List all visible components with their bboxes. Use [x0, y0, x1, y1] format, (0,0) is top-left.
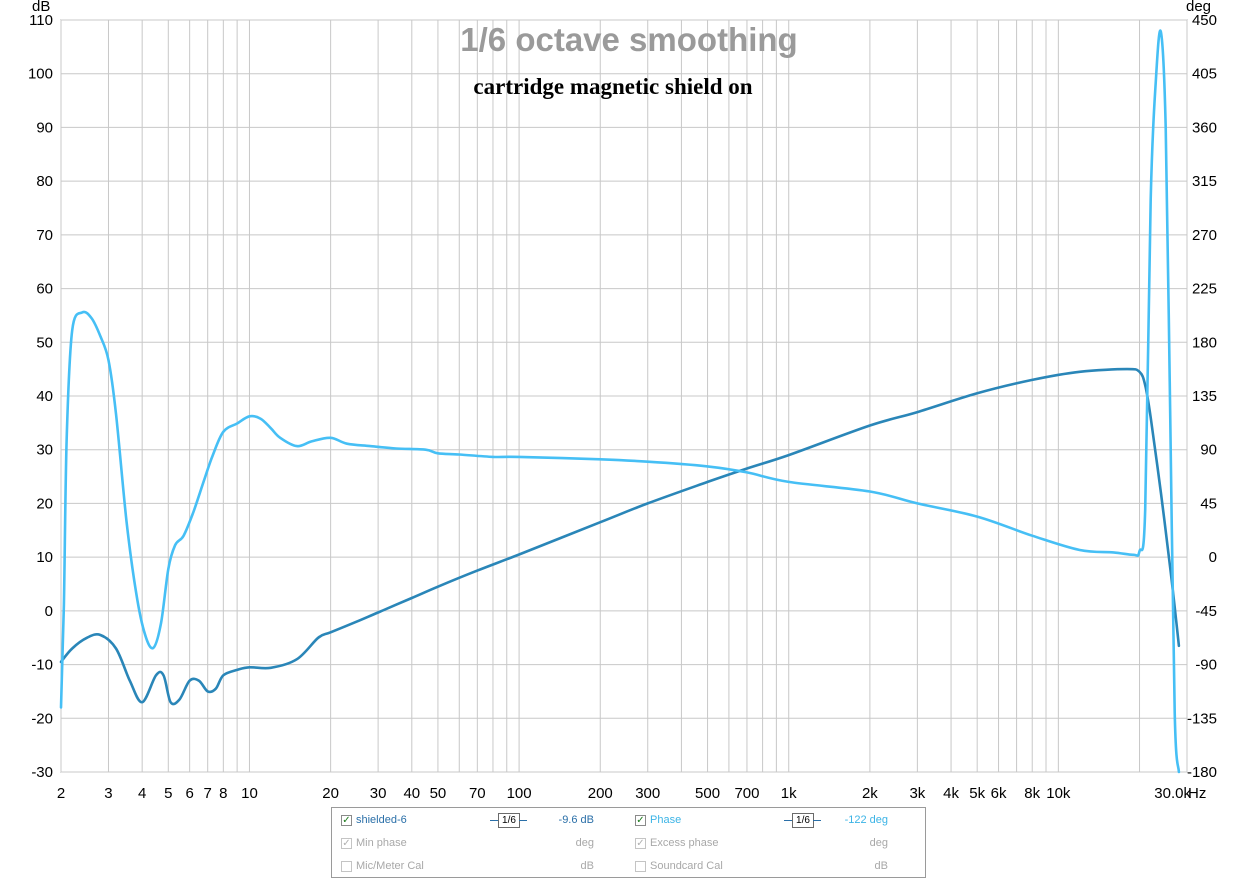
- smoothing-selector-shielded-6[interactable]: 1/6: [490, 813, 527, 828]
- smoothing-selector-phase[interactable]: 1/6: [784, 813, 821, 828]
- series-layer: [59, 29, 1181, 774]
- horizontal-gridlines: [61, 19, 1187, 773]
- y-left-tick-label: 100: [28, 66, 53, 83]
- legend-label-shielded-6: shielded-6: [356, 814, 407, 826]
- frequency-response-chart: 2 3 4 5 6 7 8 10 20 30 40 50 70 100 200 300 500 700 1k 2k 3k…: [27, 0, 1217, 802]
- min-phase-checkbox[interactable]: ✓: [341, 838, 352, 849]
- y-left-axis-tick-labels: -30 -20 -10 0 10 20 30 40 50 60 70 80 90 100 110: [28, 12, 53, 781]
- series-line-phase: [59, 29, 1181, 774]
- legend-value-soundcard-cal: dB: [874, 860, 888, 872]
- x-tick-label: 4k: [943, 785, 959, 802]
- phase-checkbox[interactable]: ✓: [635, 815, 646, 826]
- y-right-tick-label: -180: [1187, 764, 1217, 781]
- y-left-tick-label: -10: [31, 657, 53, 674]
- y-right-tick-label: 315: [1192, 173, 1217, 190]
- x-tick-label: 500: [695, 785, 720, 802]
- legend-value-shielded-6: -9.6 dB: [558, 814, 594, 826]
- smoothing-value: 1/6: [792, 813, 814, 828]
- x-tick-label: 20: [322, 785, 339, 802]
- x-axis-tick-labels: 2 3 4 5 6 7 8 10 20 30 40 50 70 100 200 300 500 700 1k 2k 3k…: [57, 785, 1192, 802]
- legend-row-3: Mic/Meter Cal dB Soundcard Cal dB: [332, 856, 925, 878]
- legend-label-soundcard-cal: Soundcard Cal: [650, 860, 723, 872]
- y-left-tick-label: 50: [36, 334, 53, 351]
- y-left-tick-label: 60: [36, 281, 53, 298]
- legend-row-1: ✓ shielded-6 1/6 -9.6 dB ✓ Phase 1/6 -12…: [332, 810, 925, 832]
- legend-value-excess-phase: deg: [869, 837, 888, 849]
- y-right-tick-label: 180: [1192, 334, 1217, 351]
- x-tick-label: 8: [219, 785, 227, 802]
- x-tick-label: 300: [635, 785, 660, 802]
- series-line-shielded-6: [59, 367, 1181, 706]
- y-right-unit: deg: [1186, 0, 1211, 15]
- x-tick-label: 6: [185, 785, 193, 802]
- y-right-tick-label: -90: [1195, 657, 1217, 674]
- y-left-tick-label: 110: [29, 12, 53, 29]
- x-tick-label: 5k: [969, 785, 985, 802]
- x-tick-label: 200: [588, 785, 613, 802]
- legend-label-excess-phase: Excess phase: [650, 837, 719, 849]
- y-left-tick-label: 30: [36, 442, 53, 459]
- y-right-tick-label: -45: [1195, 603, 1217, 620]
- y-right-tick-label: 90: [1200, 442, 1217, 459]
- x-tick-label: 4: [138, 785, 146, 802]
- y-left-unit: dB: [32, 0, 50, 15]
- x-tick-label: 8k: [1024, 785, 1040, 802]
- x-tick-label: 1k: [781, 785, 797, 802]
- x-tick-label: 30: [370, 785, 387, 802]
- x-tick-label: 700: [734, 785, 759, 802]
- y-left-tick-label: 20: [36, 495, 53, 512]
- x-tick-label: 3: [104, 785, 112, 802]
- legend-label-min-phase: Min phase: [356, 837, 407, 849]
- x-tick-label: 2k: [862, 785, 878, 802]
- y-left-tick-label: 0: [45, 603, 53, 620]
- y-left-tick-label: -30: [31, 764, 53, 781]
- legend-row-2: ✓ Min phase deg ✓ Excess phase deg: [332, 833, 925, 855]
- y-right-tick-label: 405: [1192, 66, 1217, 83]
- chart-title: 1/6 octave smoothing: [460, 21, 797, 58]
- y-right-tick-label: 450: [1192, 12, 1217, 29]
- x-tick-label: 10k: [1046, 785, 1071, 802]
- x-tick-label: 40: [403, 785, 420, 802]
- x-tick-label: 3k: [909, 785, 925, 802]
- legend-panel: ✓ shielded-6 1/6 -9.6 dB ✓ Phase 1/6 -12…: [331, 807, 926, 878]
- y-left-tick-label: -20: [31, 710, 53, 727]
- mic-meter-cal-checkbox[interactable]: [341, 861, 352, 872]
- legend-label-mic-meter-cal: Mic/Meter Cal: [356, 860, 424, 872]
- y-right-tick-label: 270: [1192, 227, 1217, 244]
- x-tick-label: 5: [164, 785, 172, 802]
- x-tick-label: 30.0k: [1154, 785, 1191, 802]
- y-right-axis-tick-labels: -180 -135 -90 -45 0 45 90 135 180 225 270 315 360 405…: [1187, 12, 1217, 781]
- y-left-tick-label: 10: [36, 549, 53, 566]
- legend-label-phase: Phase: [650, 814, 682, 826]
- y-right-tick-label: 135: [1192, 388, 1217, 405]
- y-left-tick-label: 40: [36, 388, 53, 405]
- x-tick-label: 10: [241, 785, 258, 802]
- x-tick-label: 100: [507, 785, 532, 802]
- y-right-tick-label: 360: [1192, 119, 1217, 136]
- x-unit: Hz: [1188, 785, 1206, 802]
- y-right-tick-label: 45: [1200, 495, 1217, 512]
- y-left-tick-label: 90: [36, 119, 53, 136]
- x-tick-label: 2: [57, 785, 65, 802]
- legend-value-mic-meter-cal: dB: [580, 860, 594, 872]
- y-right-tick-label: -135: [1187, 710, 1217, 727]
- x-tick-label: 7: [204, 785, 212, 802]
- x-tick-label: 6k: [991, 785, 1007, 802]
- legend-value-min-phase: deg: [575, 837, 594, 849]
- y-left-tick-label: 80: [36, 173, 53, 190]
- y-right-tick-label: 225: [1192, 281, 1217, 298]
- excess-phase-checkbox[interactable]: ✓: [635, 838, 646, 849]
- smoothing-value: 1/6: [498, 813, 520, 828]
- y-left-tick-label: 70: [36, 227, 53, 244]
- chart-subtitle: cartridge magnetic shield on: [473, 74, 752, 99]
- x-tick-label: 70: [469, 785, 486, 802]
- soundcard-cal-checkbox[interactable]: [635, 861, 646, 872]
- shielded-6-checkbox[interactable]: ✓: [341, 815, 352, 826]
- x-tick-label: 50: [430, 785, 447, 802]
- legend-value-phase: -122 deg: [844, 814, 888, 826]
- y-right-tick-label: 0: [1209, 549, 1217, 566]
